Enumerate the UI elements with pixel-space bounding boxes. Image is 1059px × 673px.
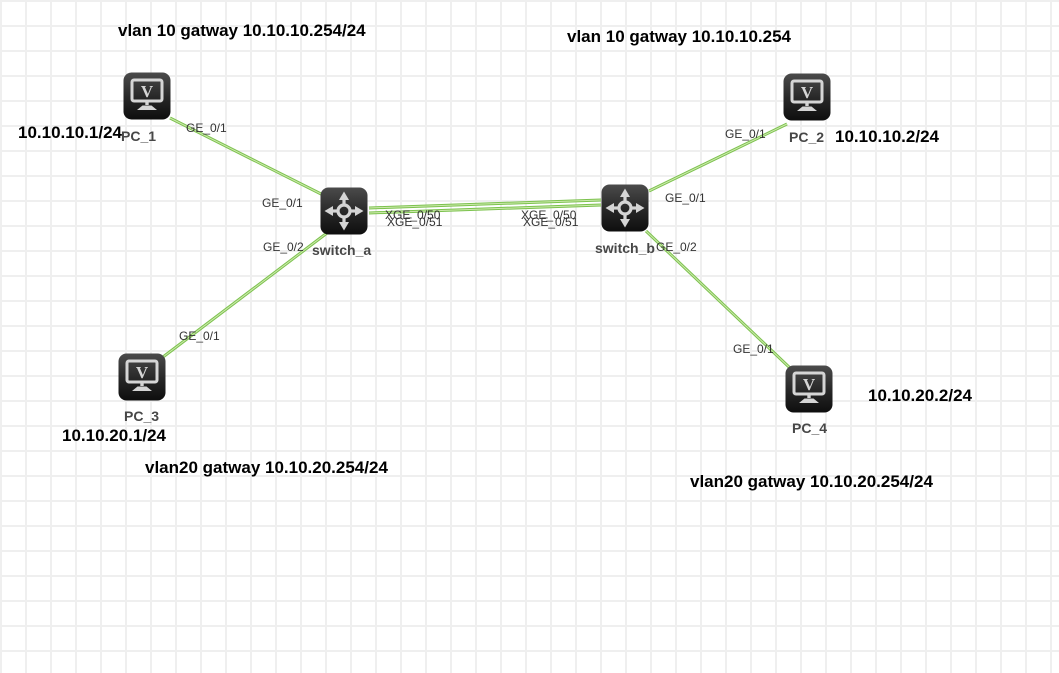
device-node-switch-b[interactable] bbox=[601, 184, 649, 232]
port-label-switch-b-xge050: XGE_0/50 bbox=[521, 208, 577, 222]
port-label-pc4-ge01: GE_0/1 bbox=[733, 342, 774, 356]
port-label-switch-a-ge01: GE_0/1 bbox=[262, 196, 303, 210]
device-label-pc1[interactable]: PC_1 bbox=[121, 128, 157, 144]
link-trunk-xge50[interactable] bbox=[368, 198, 602, 210]
pc-monitor-icon: V bbox=[123, 72, 171, 120]
annotation-vlan20-right[interactable]: vlan20 gatway 10.10.20.254/24 bbox=[690, 472, 933, 491]
port-label-switch-a-ge02: GE_0/2 bbox=[263, 240, 304, 254]
svg-text:V: V bbox=[803, 375, 816, 394]
port-label-switch-a-xge050: XGE_0/50 bbox=[385, 208, 441, 222]
device-label-pc2[interactable]: PC_2 bbox=[789, 129, 825, 145]
pc-monitor-icon: V bbox=[783, 73, 831, 121]
annotation-vlan10-right[interactable]: vlan 10 gatway 10.10.10.254 bbox=[567, 27, 791, 46]
switch-arrows-icon bbox=[320, 187, 368, 235]
ip-label-pc1[interactable]: 10.10.10.1/24 bbox=[18, 123, 122, 142]
link-switch-b-pc2[interactable] bbox=[648, 122, 788, 193]
annotation-vlan10-left[interactable]: vlan 10 gatway 10.10.10.254/24 bbox=[118, 21, 366, 40]
link-switch-a-pc3[interactable] bbox=[162, 231, 328, 359]
device-label-switch-b[interactable]: switch_b bbox=[595, 240, 655, 256]
switch-arrows-icon bbox=[601, 184, 649, 232]
device-label-pc4[interactable]: PC_4 bbox=[792, 420, 828, 436]
port-label-pc2-ge01: GE_0/1 bbox=[725, 127, 766, 141]
ip-label-pc2[interactable]: 10.10.10.2/24 bbox=[835, 127, 939, 146]
port-label-switch-b-ge02: GE_0/2 bbox=[656, 240, 697, 254]
device-label-pc3[interactable]: PC_3 bbox=[124, 408, 160, 424]
pc-monitor-icon: V bbox=[118, 353, 166, 401]
ip-label-pc4[interactable]: 10.10.20.2/24 bbox=[868, 386, 972, 405]
link-trunk-xge51[interactable] bbox=[368, 203, 602, 215]
port-label-pc1-ge01: GE_0/1 bbox=[186, 121, 227, 135]
link-switch-b-pc4[interactable] bbox=[644, 229, 792, 370]
svg-text:V: V bbox=[801, 83, 814, 102]
device-node-pc1[interactable]: V bbox=[123, 72, 171, 120]
device-node-pc2[interactable]: V bbox=[783, 73, 831, 121]
port-label-switch-b-xge051: XGE_0/51 bbox=[523, 215, 579, 229]
svg-text:V: V bbox=[136, 363, 149, 382]
ip-label-pc3[interactable]: 10.10.20.1/24 bbox=[62, 426, 166, 445]
link-pc1-switch-a[interactable] bbox=[169, 116, 334, 202]
svg-text:V: V bbox=[141, 82, 154, 101]
annotation-vlan20-left[interactable]: vlan20 gatway 10.10.20.254/24 bbox=[145, 458, 388, 477]
device-node-pc3[interactable]: V bbox=[118, 353, 166, 401]
device-node-switch-a[interactable] bbox=[320, 187, 368, 235]
port-label-switch-b-ge01: GE_0/1 bbox=[665, 191, 706, 205]
port-label-pc3-ge01: GE_0/1 bbox=[179, 329, 220, 343]
device-label-switch-a[interactable]: switch_a bbox=[312, 242, 372, 258]
pc-monitor-icon: V bbox=[785, 365, 833, 413]
port-label-switch-a-xge051: XGE_0/51 bbox=[387, 215, 443, 229]
device-node-pc4[interactable]: V bbox=[785, 365, 833, 413]
